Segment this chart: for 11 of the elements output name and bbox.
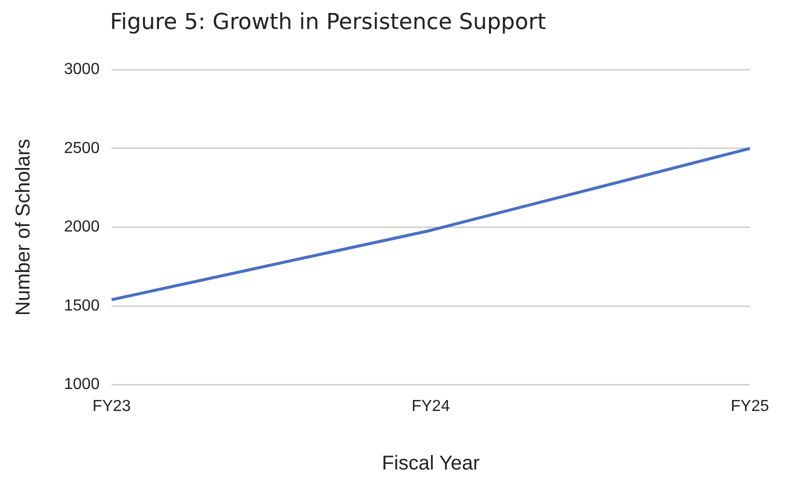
y-tick-label: 1000 [64,376,100,394]
x-tick-label: FY24 [412,398,450,415]
x-tick-label: FY25 [730,398,770,415]
x-axis-title: Fiscal Year [382,452,480,475]
y-tick-label: 1500 [64,297,100,314]
y-axis-title: Number of Scholars [12,138,35,316]
x-tick-label: FY23 [92,398,131,415]
y-tick-label: 3000 [64,61,100,78]
y-tick-label: 2000 [64,218,100,236]
chart-title: Figure 5: Growth in Persistence Support [108,9,548,37]
y-tick-label: 2500 [64,140,100,157]
